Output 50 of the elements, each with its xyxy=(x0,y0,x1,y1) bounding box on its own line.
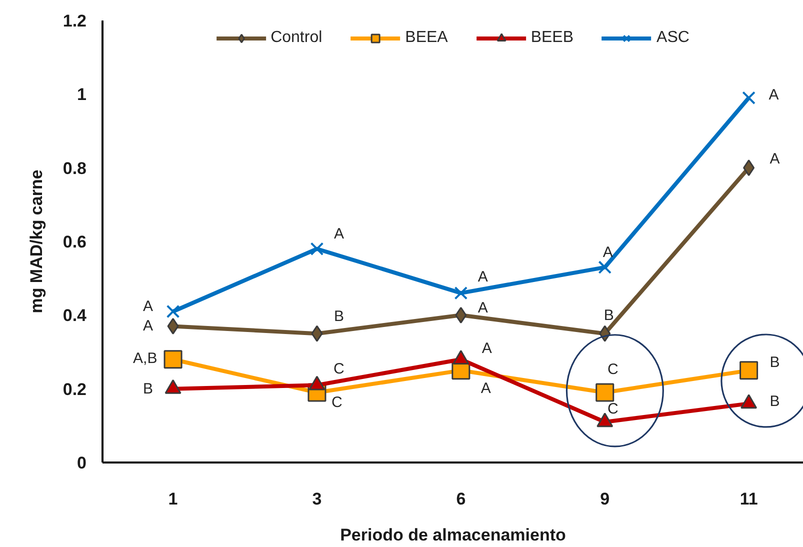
annotation: B xyxy=(770,393,780,410)
annotation: B xyxy=(334,308,344,326)
point xyxy=(596,383,614,402)
point xyxy=(740,361,758,380)
legend-label: BEEB xyxy=(530,29,574,47)
annotation: A xyxy=(143,318,154,335)
point xyxy=(598,260,612,274)
annotation: C xyxy=(332,394,343,412)
point xyxy=(742,91,756,105)
x-tick-label: 1 xyxy=(168,490,178,508)
point xyxy=(164,350,182,369)
legend-label: BEEA xyxy=(405,29,448,47)
annotation: A,B xyxy=(133,350,158,367)
point xyxy=(455,306,467,324)
point xyxy=(166,304,180,318)
x-tick-label: 11 xyxy=(740,490,758,508)
annotation: B xyxy=(770,354,780,371)
x-axis-title: Periodo de almacenamiento xyxy=(340,526,566,544)
y-tick-label: 0.6 xyxy=(62,232,87,252)
y-tick-label: 0.4 xyxy=(62,306,88,326)
annotation: A xyxy=(478,268,488,286)
annotation: C xyxy=(334,360,345,378)
point xyxy=(311,325,323,342)
annotation: C xyxy=(607,361,618,378)
annotation: B xyxy=(604,307,614,324)
y-tick-label: 0.2 xyxy=(62,380,87,399)
annotation: C xyxy=(607,400,618,418)
x-tick-label: 6 xyxy=(456,490,466,508)
x-tick-label: 9 xyxy=(600,490,610,508)
annotation: A xyxy=(334,225,344,242)
point xyxy=(167,318,179,334)
y-tick-label: 0.8 xyxy=(62,158,87,178)
annotation: A xyxy=(482,340,492,357)
annotation: A xyxy=(480,380,491,397)
annotation: A xyxy=(770,150,780,168)
point xyxy=(310,242,324,256)
point xyxy=(454,286,468,300)
y-tick-label: 0 xyxy=(77,454,87,472)
annotation: A xyxy=(478,300,488,317)
annotation: B xyxy=(143,380,154,398)
y-axis-title: mg MAD/kg carne xyxy=(26,170,46,314)
y-tick-label: 1.2 xyxy=(62,12,87,30)
legend-label: ASC xyxy=(656,29,690,47)
annotation: A xyxy=(768,86,779,104)
point xyxy=(743,160,755,176)
annotation: A xyxy=(143,298,154,315)
x-tick-label: 3 xyxy=(312,490,322,508)
y-tick-label: 1 xyxy=(77,85,87,104)
annotation: A xyxy=(602,244,613,261)
legend-label: Control xyxy=(270,29,322,47)
